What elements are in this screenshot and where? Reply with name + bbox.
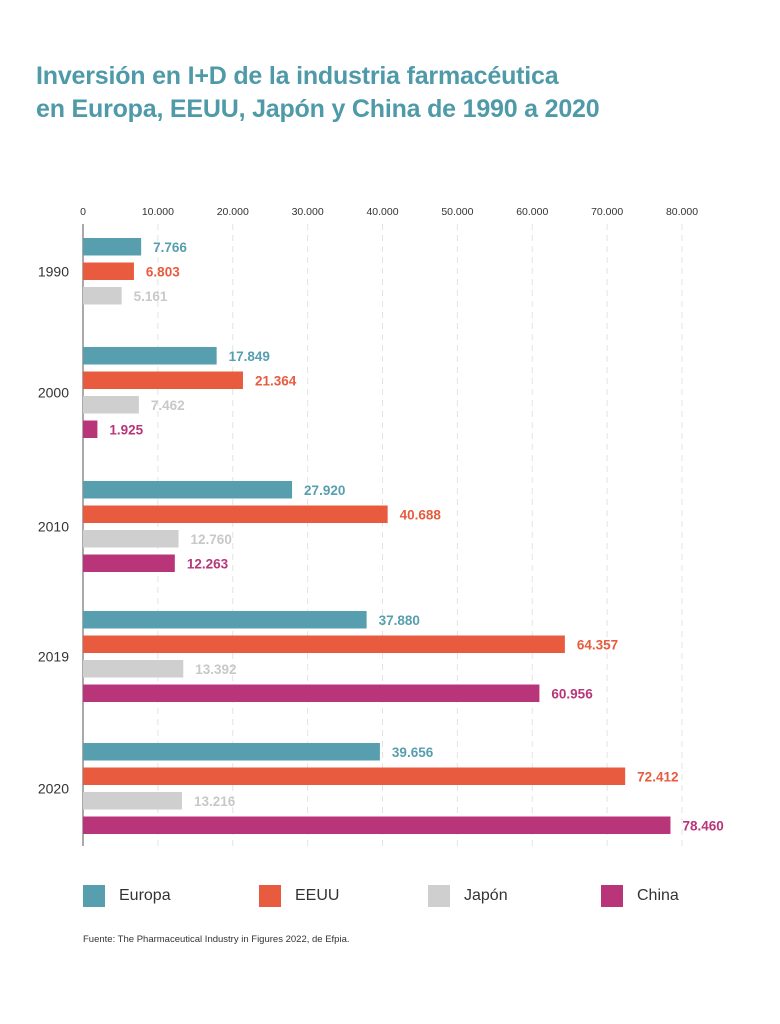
data-label-2020-eeuu: 72.412	[637, 769, 678, 784]
data-label-2019-china: 60.956	[551, 686, 593, 701]
bar-2019-china	[83, 684, 540, 702]
bar-1990-eeuu	[83, 262, 134, 280]
bar-2020-eeuu	[83, 767, 626, 785]
legend-label-europa: Europa	[119, 887, 171, 904]
source-note: Fuente: The Pharmaceutical Industry in F…	[83, 934, 350, 945]
legend-item-europa: Europa	[83, 885, 171, 907]
y-tick-label-2020: 2020	[38, 781, 69, 797]
data-label-2020-japon: 13.216	[194, 794, 236, 809]
x-tick-label-70000: 70.000	[591, 206, 623, 218]
data-label-2019-eeuu: 64.357	[577, 637, 618, 652]
data-label-2010-china: 12.263	[187, 556, 229, 571]
x-tick-label-30000: 30.000	[292, 206, 324, 218]
chart-title: Inversión en I+D de la industria farmacé…	[36, 60, 736, 126]
bar-1990-europa	[83, 238, 142, 256]
bar-2019-europa	[83, 611, 367, 629]
y-tick-label-2019: 2019	[38, 649, 69, 665]
data-label-1990-europa: 7.766	[153, 240, 187, 255]
x-tick-label-10000: 10.000	[142, 206, 174, 218]
data-label-1990-eeuu: 6.803	[146, 264, 180, 279]
data-label-2000-japon: 7.462	[151, 398, 185, 413]
bar-2020-europa	[83, 743, 380, 761]
bar-2010-japon	[83, 530, 179, 548]
bar-2020-japon	[83, 792, 182, 810]
data-label-2019-japon: 13.392	[195, 662, 236, 677]
bar-2000-china	[83, 420, 98, 438]
data-label-2010-japon: 12.760	[191, 532, 232, 547]
x-tick-label-50000: 50.000	[441, 206, 473, 218]
bar-1990-japon	[83, 287, 122, 305]
bar-chart: 0 10.000 20.000 30.000 40.000 50.000 60.000 70.…	[38, 206, 724, 846]
legend-swatch-japon	[428, 885, 450, 907]
bar-2010-eeuu	[83, 505, 388, 523]
legend-swatch-china	[601, 885, 623, 907]
bar-2019-eeuu	[83, 635, 565, 653]
legend-item-eeuu: EEUU	[259, 885, 339, 907]
legend-item-japon: Japón	[428, 885, 508, 907]
data-label-2000-china: 1.925	[109, 422, 143, 437]
x-tick-label-80000: 80.000	[666, 206, 698, 218]
data-label-2010-eeuu: 40.688	[400, 507, 442, 522]
bar-2010-china	[83, 554, 175, 572]
bar-2000-eeuu	[83, 371, 243, 389]
x-tick-label-40000: 40.000	[366, 206, 398, 218]
legend-swatch-eeuu	[259, 885, 281, 907]
legend-label-china: China	[637, 887, 679, 904]
data-label-2020-china: 78.460	[682, 818, 723, 833]
chart-title-line-1: Inversión en I+D de la industria farmacé…	[36, 62, 559, 90]
data-label-2010-europa: 27.920	[304, 483, 345, 498]
y-tick-label-2010: 2010	[38, 519, 69, 535]
legend-item-china: China	[601, 885, 679, 907]
legend-label-japon: Japón	[464, 887, 508, 904]
y-tick-label-1990: 1990	[38, 263, 69, 279]
data-label-1990-japon: 5.161	[134, 289, 168, 304]
data-label-2000-europa: 17.849	[229, 349, 270, 364]
x-tick-label-0: 0	[80, 206, 86, 218]
bar-2020-china	[83, 816, 671, 834]
bar-2019-japon	[83, 660, 184, 678]
data-label-2019-europa: 37.880	[379, 613, 420, 628]
bar-2000-japon	[83, 396, 139, 414]
y-tick-label-2000: 2000	[38, 385, 69, 401]
data-label-2020-europa: 39.656	[392, 745, 434, 760]
legend-label-eeuu: EEUU	[295, 887, 340, 904]
data-label-2000-eeuu: 21.364	[255, 373, 297, 388]
chart-title-line-2: en Europa, EEUU, Japón y China de 1990 a…	[36, 95, 600, 123]
x-tick-label-20000: 20.000	[217, 206, 249, 218]
x-tick-label-60000: 60.000	[516, 206, 548, 218]
bar-2010-europa	[83, 481, 293, 499]
bar-2000-europa	[83, 347, 217, 365]
legend-swatch-europa	[83, 885, 105, 907]
